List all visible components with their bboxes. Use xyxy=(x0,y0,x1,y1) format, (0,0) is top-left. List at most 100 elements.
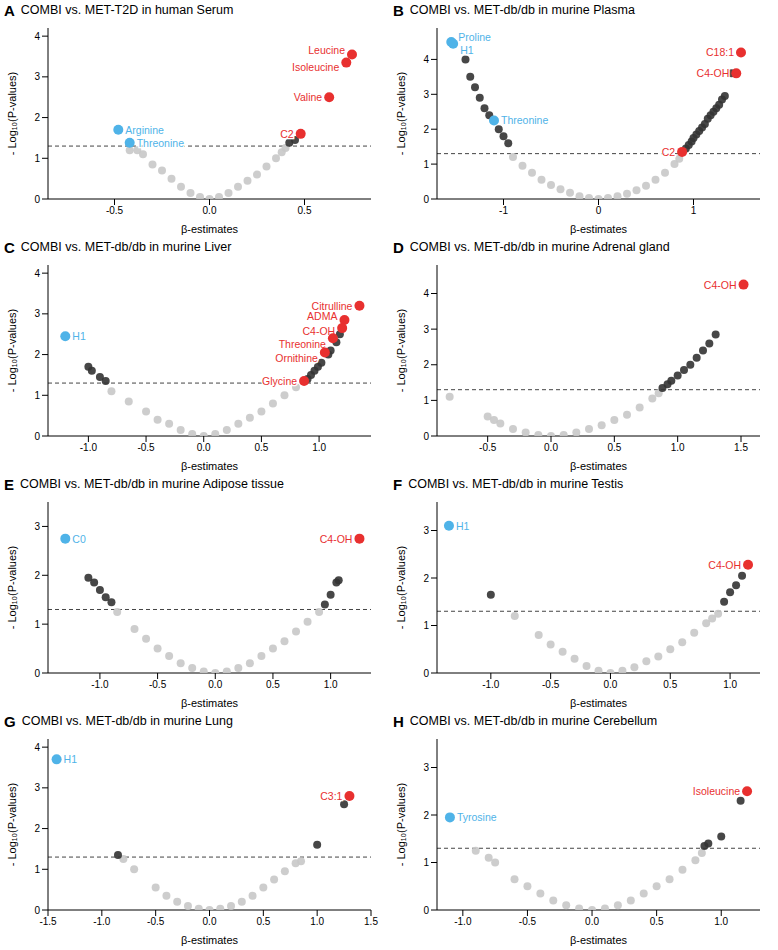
svg-text:2: 2 xyxy=(423,573,429,584)
svg-text:0.0: 0.0 xyxy=(208,679,222,690)
svg-text:1.0: 1.0 xyxy=(310,916,324,927)
svg-text:- Log₁₀(P-values): - Log₁₀(P-values) xyxy=(395,546,407,629)
svg-text:1: 1 xyxy=(423,159,429,170)
svg-text:-0.5: -0.5 xyxy=(479,442,497,453)
svg-text:0: 0 xyxy=(34,431,40,442)
svg-text:2: 2 xyxy=(34,112,40,123)
svg-text:C0: C0 xyxy=(72,533,86,545)
svg-text:0: 0 xyxy=(34,905,40,916)
svg-text:3: 3 xyxy=(34,782,40,793)
svg-text:1.0: 1.0 xyxy=(312,442,326,453)
svg-text:0: 0 xyxy=(596,205,602,216)
svg-text:ADMA: ADMA xyxy=(307,310,337,322)
svg-text:0.0: 0.0 xyxy=(604,679,618,690)
svg-text:β-estimates: β-estimates xyxy=(181,460,239,472)
svg-text:-0.5: -0.5 xyxy=(137,442,155,453)
svg-text:4: 4 xyxy=(34,268,40,279)
svg-text:0.5: 0.5 xyxy=(256,916,270,927)
svg-text:3: 3 xyxy=(34,521,40,532)
svg-text:0.0: 0.0 xyxy=(203,205,217,216)
svg-text:4: 4 xyxy=(423,54,429,65)
svg-text:3: 3 xyxy=(34,71,40,82)
svg-text:1.0: 1.0 xyxy=(671,442,685,453)
svg-text:2: 2 xyxy=(423,124,429,135)
svg-text:Isoleucine: Isoleucine xyxy=(292,61,339,73)
svg-text:-1.0: -1.0 xyxy=(482,679,500,690)
svg-text:H1: H1 xyxy=(460,44,474,56)
svg-text:4: 4 xyxy=(34,31,40,42)
svg-text:Ornithine: Ornithine xyxy=(275,352,318,364)
svg-text:2: 2 xyxy=(34,570,40,581)
svg-text:-1.0: -1.0 xyxy=(93,916,111,927)
svg-text:0.5: 0.5 xyxy=(607,442,621,453)
svg-text:Proline: Proline xyxy=(458,31,491,43)
svg-text:2: 2 xyxy=(34,349,40,360)
svg-text:Tyrosine: Tyrosine xyxy=(457,811,497,823)
svg-text:C4-OH: C4-OH xyxy=(704,279,737,291)
svg-text:1: 1 xyxy=(34,153,40,164)
svg-text:2: 2 xyxy=(423,810,429,821)
svg-text:C4-OH: C4-OH xyxy=(320,533,353,545)
svg-text:C2: C2 xyxy=(662,146,676,158)
svg-text:1: 1 xyxy=(691,205,697,216)
svg-text:1.5: 1.5 xyxy=(734,442,748,453)
svg-text:4: 4 xyxy=(423,288,429,299)
svg-text:1: 1 xyxy=(34,864,40,875)
svg-text:β-estimates: β-estimates xyxy=(570,697,628,709)
svg-text:C3:1: C3:1 xyxy=(320,790,342,802)
svg-text:0.5: 0.5 xyxy=(650,916,664,927)
svg-text:- Log₁₀(P-values): - Log₁₀(P-values) xyxy=(395,72,407,155)
svg-text:-0.5: -0.5 xyxy=(106,205,124,216)
svg-text:Threonine: Threonine xyxy=(501,114,548,126)
svg-text:-1.0: -1.0 xyxy=(80,442,98,453)
svg-text:-0.5: -0.5 xyxy=(147,916,165,927)
svg-text:β-estimates: β-estimates xyxy=(181,934,239,946)
svg-text:C4-OH: C4-OH xyxy=(708,559,741,571)
svg-text:C18:1: C18:1 xyxy=(706,46,734,58)
svg-text:3: 3 xyxy=(423,525,429,536)
svg-text:C2: C2 xyxy=(280,128,294,140)
svg-text:-0.5: -0.5 xyxy=(519,916,537,927)
svg-text:- Log₁₀(P-values): - Log₁₀(P-values) xyxy=(395,783,407,866)
svg-text:- Log₁₀(P-values): - Log₁₀(P-values) xyxy=(6,72,18,155)
svg-text:0: 0 xyxy=(423,905,429,916)
svg-text:2: 2 xyxy=(34,823,40,834)
svg-text:1.0: 1.0 xyxy=(324,679,338,690)
svg-text:0.5: 0.5 xyxy=(254,442,268,453)
svg-text:1.0: 1.0 xyxy=(714,916,728,927)
svg-text:0.5: 0.5 xyxy=(298,205,312,216)
svg-text:H1: H1 xyxy=(456,520,470,532)
svg-text:-1.0: -1.0 xyxy=(454,916,472,927)
svg-text:1: 1 xyxy=(423,620,429,631)
svg-text:β-estimates: β-estimates xyxy=(570,934,628,946)
svg-text:-1.0: -1.0 xyxy=(91,679,109,690)
svg-text:0: 0 xyxy=(423,431,429,442)
svg-text:1.0: 1.0 xyxy=(723,679,737,690)
svg-text:1.5: 1.5 xyxy=(364,916,378,927)
svg-text:0.0: 0.0 xyxy=(544,442,558,453)
svg-text:2: 2 xyxy=(423,359,429,370)
svg-text:3: 3 xyxy=(423,324,429,335)
svg-text:3: 3 xyxy=(423,89,429,100)
svg-text:β-estimates: β-estimates xyxy=(570,223,628,235)
svg-text:0: 0 xyxy=(423,668,429,679)
svg-text:1: 1 xyxy=(423,395,429,406)
svg-text:Threonine: Threonine xyxy=(279,338,326,350)
svg-text:- Log₁₀(P-values): - Log₁₀(P-values) xyxy=(6,783,18,866)
svg-text:0: 0 xyxy=(34,194,40,205)
svg-text:4: 4 xyxy=(34,742,40,753)
svg-text:-1.5: -1.5 xyxy=(39,916,57,927)
svg-text:0.0: 0.0 xyxy=(197,442,211,453)
svg-text:- Log₁₀(P-values): - Log₁₀(P-values) xyxy=(6,546,18,629)
svg-text:Threonine: Threonine xyxy=(137,137,184,149)
svg-text:β-estimates: β-estimates xyxy=(570,460,628,472)
svg-text:0: 0 xyxy=(34,668,40,679)
svg-text:C4-OH: C4-OH xyxy=(697,67,730,79)
svg-text:H1: H1 xyxy=(64,753,78,765)
svg-text:3: 3 xyxy=(423,762,429,773)
svg-text:0.0: 0.0 xyxy=(203,916,217,927)
svg-text:Isoleucine: Isoleucine xyxy=(693,785,740,797)
svg-text:3: 3 xyxy=(34,308,40,319)
svg-text:-0.5: -0.5 xyxy=(149,679,167,690)
svg-text:1: 1 xyxy=(34,390,40,401)
